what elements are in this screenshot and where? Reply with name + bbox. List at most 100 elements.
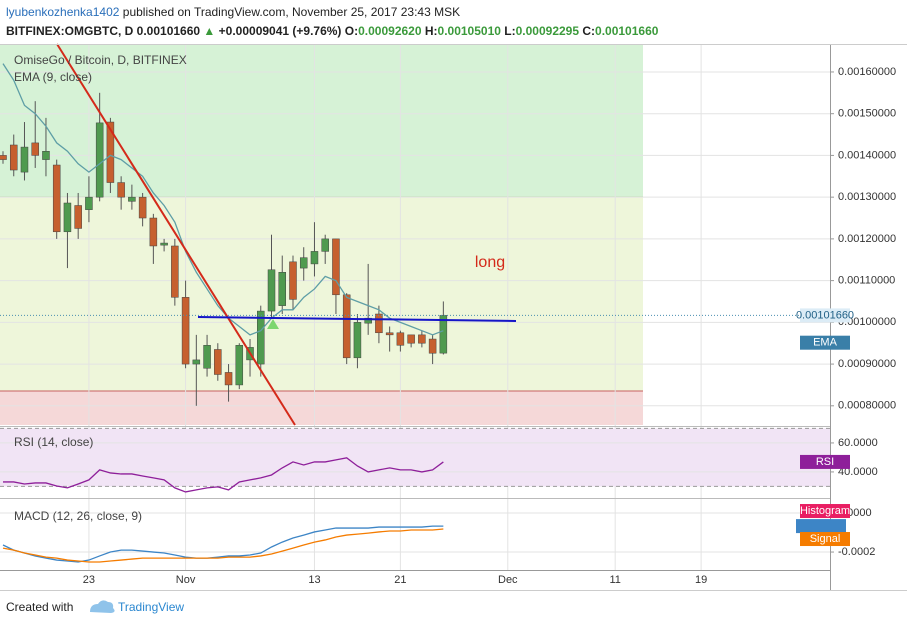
candle-body — [439, 315, 448, 354]
histogram-label-box — [800, 504, 850, 519]
x-tick-label: 21 — [394, 574, 406, 586]
published: published on TradingView.com, November 2… — [122, 5, 461, 19]
symbol: BITFINEX:OMGBTC, D — [6, 24, 134, 38]
y-tick-label: 0.00120000 — [838, 233, 896, 245]
candle-body — [9, 144, 18, 171]
y-tick-label: 0.00100000 — [838, 316, 896, 328]
open-value: 0.00092620 — [358, 24, 422, 38]
x-tick-label: 13 — [308, 574, 320, 586]
candle-body — [181, 297, 190, 365]
axis-label: EMA — [813, 337, 838, 349]
candle-body — [192, 359, 201, 365]
y-tick-label: 0.00130000 — [838, 191, 896, 203]
candle-body — [267, 269, 276, 312]
close-value: 0.00101660 — [595, 24, 659, 38]
trend-line — [56, 43, 296, 426]
histogram-label: Histogram — [800, 505, 850, 517]
close-label: C: — [582, 24, 596, 38]
open-label: O: — [344, 24, 359, 38]
low-label: L: — [504, 24, 516, 38]
header: lyubenkozhenka1402 published on TradingV… — [6, 3, 658, 41]
x-tick-label: 19 — [695, 574, 707, 586]
candle-body — [117, 182, 125, 198]
author[interactable]: lyubenkozhenka1402 — [6, 5, 120, 19]
change: +0.00009041 (+9.76%) — [218, 24, 342, 38]
chart-title: OmiseGo / Bitcoin, D, BITFINEX — [14, 53, 187, 67]
y-tick-label: 0.00140000 — [838, 149, 896, 161]
candle-body — [407, 334, 415, 344]
macd-title: MACD (12, 26, close, 9) — [14, 509, 142, 523]
candle-body — [375, 313, 383, 334]
candle-body — [321, 238, 329, 252]
footer-brand[interactable]: TradingView — [118, 600, 184, 614]
header-line-1: lyubenkozhenka1402 published on TradingV… — [6, 3, 658, 22]
candle-body — [353, 322, 362, 359]
high-label: H: — [424, 24, 438, 38]
y-tick-label: -0.0002 — [838, 546, 875, 558]
x-tick-label: 23 — [83, 574, 95, 586]
candle-body — [31, 142, 39, 156]
candle-body — [428, 338, 437, 354]
candle-body — [332, 238, 340, 296]
low-value: 0.00092295 — [515, 24, 580, 38]
candle-body — [171, 245, 179, 298]
axis-label-box — [800, 454, 850, 469]
series-line — [2, 63, 444, 336]
candle-body — [418, 334, 426, 344]
candle-body — [20, 146, 29, 173]
axis-label-box — [800, 335, 850, 350]
series-line — [3, 457, 444, 493]
legend-entry: EMA (9, close) — [14, 70, 92, 84]
axis-label-box — [796, 519, 846, 534]
candle-body — [396, 332, 405, 346]
candle-body — [106, 121, 115, 183]
axis-label-box — [800, 532, 850, 547]
candle-body — [203, 345, 211, 369]
last-price-label-box — [800, 308, 850, 323]
candle-body — [385, 332, 394, 336]
y-tick-label: 0.00110000 — [838, 275, 895, 287]
candle-body — [224, 372, 233, 386]
up-arrow: ▲ — [203, 24, 216, 38]
candle-body — [310, 251, 319, 265]
candle-body — [42, 150, 50, 160]
y-tick-label: 0.00150000 — [838, 108, 896, 120]
series-line — [2, 528, 444, 563]
candle-body — [214, 349, 222, 375]
signal-marker — [267, 319, 279, 329]
candle-body — [299, 257, 308, 269]
grid — [0, 44, 830, 570]
candle-body — [235, 345, 244, 386]
logo — [90, 600, 115, 613]
candle-body — [278, 272, 286, 306]
x-tick-label: Dec — [498, 574, 518, 586]
axis-label: RSI — [816, 456, 834, 468]
footer-text: Created with — [6, 600, 73, 614]
series-line — [2, 525, 444, 563]
zone-middle — [0, 197, 643, 391]
x-tick-label: 11 — [609, 574, 620, 586]
annotation: long — [475, 254, 505, 271]
y-tick-label: 0.00160000 — [838, 66, 896, 78]
high-value: 0.00105010 — [437, 24, 501, 38]
candle-body — [74, 205, 82, 229]
y-tick-label: 0.00090000 — [838, 358, 896, 370]
price: 0.00101660 — [136, 24, 201, 38]
header-line-2: BITFINEX:OMGBTC, D 0.00101660 ▲ +0.00009… — [6, 22, 658, 41]
y-tick-label: 0.00080000 — [838, 400, 896, 412]
candle-body — [257, 310, 265, 365]
last-price-label: 0.00101660 — [796, 309, 854, 321]
candle-body — [128, 196, 136, 202]
candle-body — [149, 217, 158, 247]
x-tick-label: Nov — [176, 574, 196, 586]
candle-body — [63, 202, 72, 233]
candle-body — [160, 242, 168, 246]
candle-body — [52, 164, 61, 233]
candle-body — [95, 122, 104, 198]
marks — [0, 63, 830, 563]
rsi-title: RSI (14, close) — [14, 435, 93, 449]
candle-body — [138, 196, 147, 219]
candle-body — [342, 294, 351, 359]
